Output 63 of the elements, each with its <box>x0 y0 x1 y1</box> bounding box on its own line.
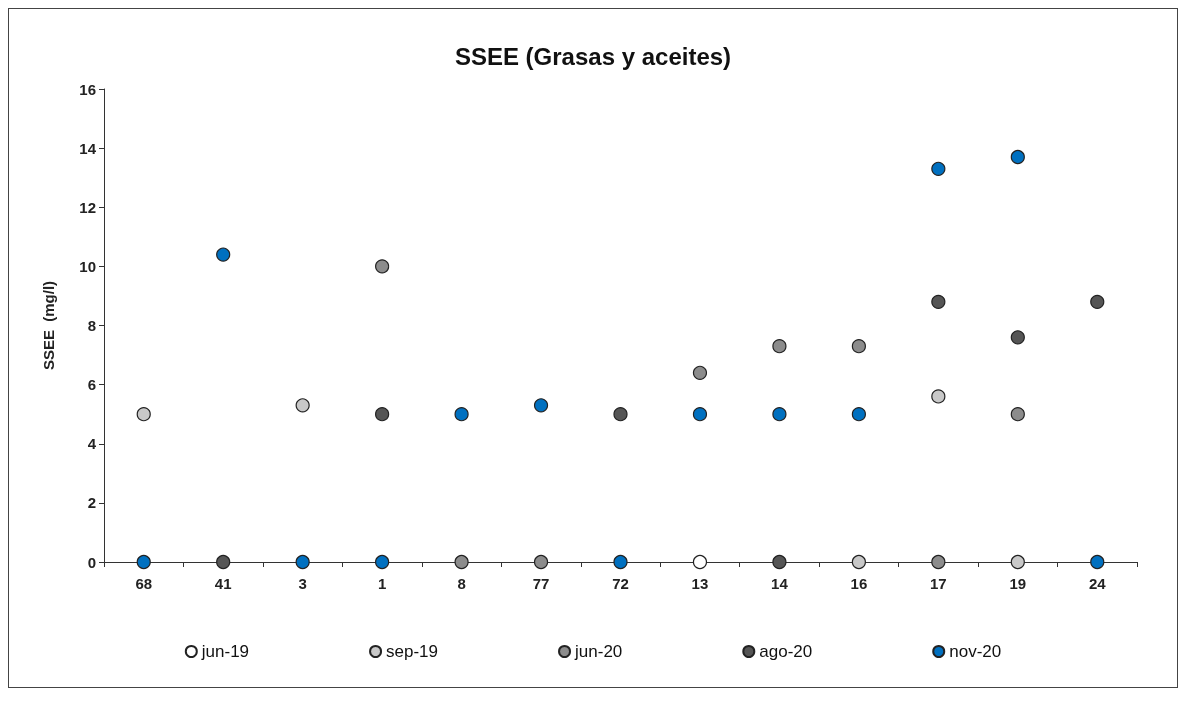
x-tick-label: 1 <box>377 575 387 592</box>
point <box>931 389 946 404</box>
point <box>931 554 946 570</box>
y-tick-label: 2 <box>87 494 96 512</box>
point <box>533 554 549 570</box>
x-tick-label: 16 <box>850 575 868 592</box>
point <box>216 554 231 570</box>
y-tick-label: 14 <box>79 139 97 157</box>
x-tick-label: 72 <box>612 575 629 592</box>
y-tick-label: 8 <box>87 317 96 334</box>
y-tick-label: 10 <box>79 257 96 275</box>
point <box>772 407 787 422</box>
point <box>375 407 390 422</box>
point <box>851 554 866 570</box>
point <box>613 554 628 570</box>
chart-title: SSEE (Grasas y aceites) <box>454 42 732 70</box>
legend-label: sep-19 <box>386 642 439 661</box>
point <box>931 161 946 176</box>
legend-label: jun-20 <box>574 642 623 661</box>
y-tick-label: 0 <box>87 553 96 571</box>
point <box>1010 330 1025 345</box>
y-tick-label: 12 <box>79 198 96 216</box>
x-tick-label: 13 <box>691 575 709 592</box>
y-tick-label: 4 <box>87 435 97 453</box>
point <box>692 407 708 422</box>
point <box>375 259 390 274</box>
y-tick-label: 16 <box>79 80 96 98</box>
point <box>851 339 866 354</box>
x-tick-label: 41 <box>214 575 232 592</box>
point <box>1010 554 1025 570</box>
point <box>216 247 231 262</box>
x-tick-label: 68 <box>135 575 153 592</box>
point <box>772 339 787 354</box>
point <box>295 398 310 413</box>
point <box>454 554 469 570</box>
x-tick-label: 17 <box>930 575 947 592</box>
point <box>1090 294 1105 309</box>
legend-label: jun-19 <box>200 642 250 661</box>
x-tick-label: 19 <box>1009 575 1027 592</box>
point <box>533 398 549 413</box>
point <box>375 554 390 570</box>
point <box>454 407 469 422</box>
point <box>1010 407 1025 422</box>
point <box>1090 554 1105 570</box>
point <box>136 407 151 422</box>
point <box>692 365 708 380</box>
y-axis-title: SSEE (mg/l) <box>40 280 57 371</box>
x-tick-label: 24 <box>1088 575 1107 592</box>
point <box>692 554 708 570</box>
x-tick-label: 14 <box>771 575 789 592</box>
legend-label: nov-20 <box>949 642 1002 661</box>
point <box>931 294 946 309</box>
point <box>851 407 866 422</box>
point <box>772 554 787 570</box>
point <box>295 554 310 570</box>
y-tick-label: 6 <box>87 376 96 394</box>
legend-label: ago-20 <box>759 642 813 661</box>
x-tick-label: 8 <box>457 575 466 592</box>
point <box>136 554 151 570</box>
x-tick-label: 3 <box>298 575 307 592</box>
point <box>1010 149 1025 165</box>
x-tick-label: 77 <box>532 575 550 592</box>
point <box>613 407 628 422</box>
